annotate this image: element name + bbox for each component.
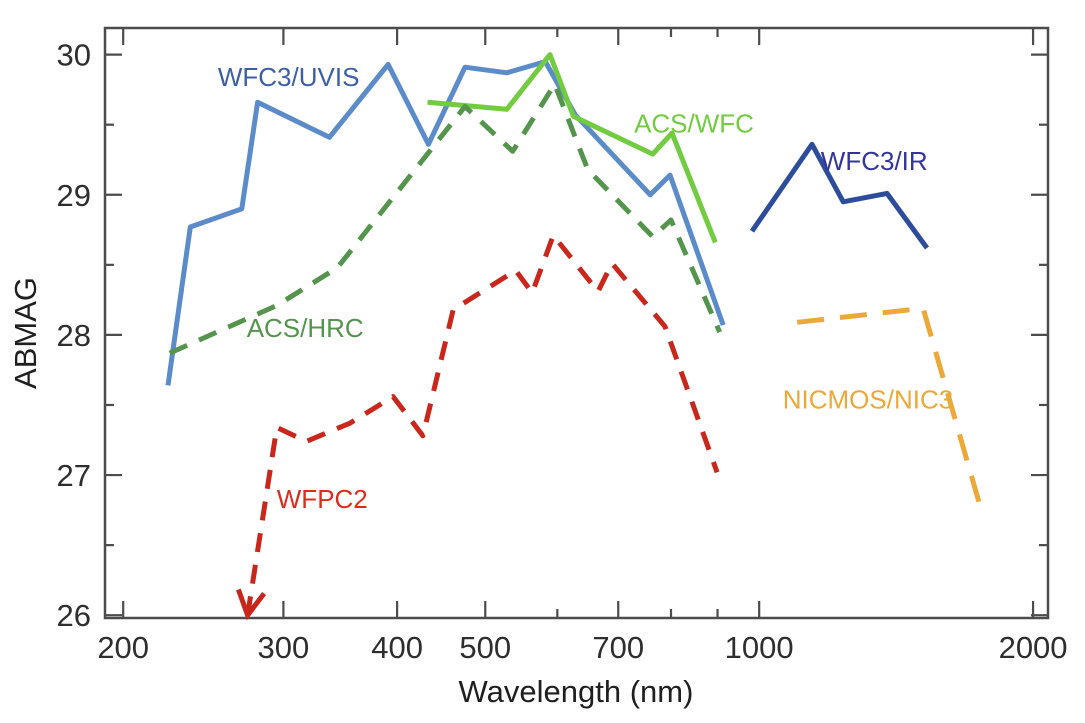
series-line-nicmos-nic3: [796, 305, 985, 514]
y-tick-label-29: 29: [57, 178, 91, 213]
series-labels: WFC3/UVIS ACS/WFC ACS/HRC WFPC2 WFC3/IR NICMO…: [218, 62, 953, 514]
series-label-wfc3-ir: WFC3/IR: [821, 146, 928, 176]
series-label-wfpc2: WFPC2: [277, 484, 368, 514]
x-axis-title: Wavelength (nm): [459, 674, 694, 709]
x-tick-label-300: 300: [258, 630, 310, 665]
x-tick-label-2000: 2000: [999, 630, 1068, 665]
x-tick-label-200: 200: [97, 630, 149, 665]
x-tick-label-700: 700: [592, 630, 644, 665]
axis-tick-labels: 200 300 400 500 700 1000 2000 26 27 28 29 30: [57, 38, 1068, 665]
series-line-acs-wfc: [427, 52, 718, 244]
y-tick-label-27: 27: [57, 458, 91, 493]
axis-ticks: [105, 28, 1048, 618]
series-line-wfpc2: [245, 232, 720, 616]
series-line-acs-hrc: [168, 81, 722, 356]
series-label-nicmos-nic3: NICMOS/NIC3: [783, 384, 953, 414]
y-tick-label-26: 26: [57, 598, 91, 633]
arrowhead-wfpc2: [236, 588, 267, 621]
x-tick-label-400: 400: [371, 630, 423, 665]
series-label-wfc3-uvis: WFC3/UVIS: [218, 62, 360, 92]
y-tick-label-28: 28: [57, 318, 91, 353]
series-label-acs-wfc: ACS/WFC: [634, 108, 754, 138]
plot-frame: [103, 26, 1050, 620]
y-axis-title: ABMAG: [8, 277, 43, 389]
x-tick-label-500: 500: [459, 630, 511, 665]
data-series: [165, 52, 985, 621]
series-label-acs-hrc: ACS/HRC: [247, 313, 364, 343]
series-line-wfc3-ir: [749, 141, 930, 250]
y-tick-label-30: 30: [57, 38, 91, 73]
x-tick-label-1000: 1000: [725, 630, 794, 665]
